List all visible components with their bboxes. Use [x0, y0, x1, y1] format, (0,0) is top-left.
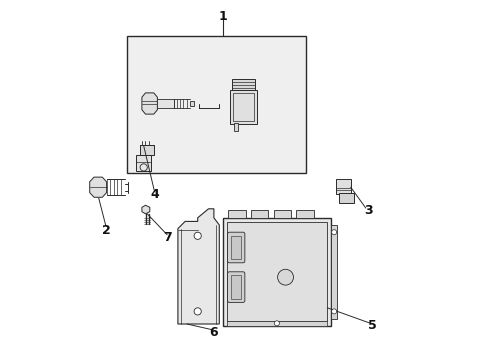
Bar [296, 210, 313, 218]
Bar [157, 99, 173, 108]
Circle shape [331, 309, 336, 314]
Bar [233, 123, 238, 131]
Text: 6: 6 [209, 327, 218, 339]
Bar [223, 218, 330, 326]
Polygon shape [89, 177, 106, 197]
FancyBboxPatch shape [227, 232, 244, 263]
Circle shape [194, 232, 201, 239]
Polygon shape [142, 205, 149, 214]
Bar [127, 36, 305, 173]
Text: 3: 3 [364, 204, 372, 217]
Bar [339, 193, 354, 203]
Bar [227, 321, 326, 326]
Bar [227, 222, 326, 321]
Text: 1: 1 [218, 10, 227, 23]
Bar [136, 155, 151, 171]
Polygon shape [142, 93, 157, 114]
Circle shape [274, 321, 279, 326]
Bar [231, 236, 241, 259]
Bar [273, 210, 290, 218]
Circle shape [331, 230, 336, 235]
Text: 4: 4 [150, 188, 159, 201]
Bar [228, 210, 245, 218]
Bar [231, 275, 241, 299]
Bar [336, 179, 351, 194]
Bar [330, 225, 337, 319]
Bar [232, 93, 254, 121]
Bar [230, 90, 257, 124]
Bar [189, 101, 194, 106]
FancyBboxPatch shape [227, 272, 244, 302]
Circle shape [277, 269, 293, 285]
Text: 2: 2 [102, 224, 110, 237]
Circle shape [194, 308, 201, 315]
Text: 5: 5 [367, 319, 376, 332]
Polygon shape [178, 209, 219, 324]
Bar [231, 79, 255, 90]
Bar [140, 145, 154, 155]
Circle shape [140, 164, 147, 171]
Text: 7: 7 [163, 231, 171, 244]
Bar [250, 210, 268, 218]
